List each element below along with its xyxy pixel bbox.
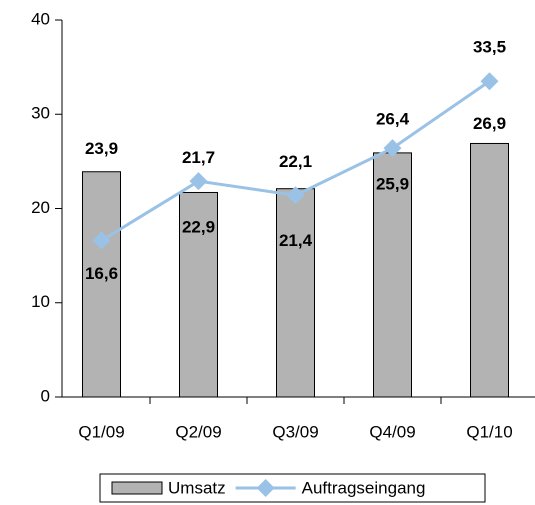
- data-label: 22,1: [279, 152, 312, 171]
- x-tick-label: Q1/09: [78, 422, 124, 441]
- x-tick-label: Q2/09: [175, 422, 221, 441]
- legend-swatch: [111, 481, 163, 495]
- legend-label: Auftragseingang: [302, 478, 426, 497]
- data-label: 33,5: [473, 38, 506, 57]
- bar: [82, 171, 121, 398]
- x-tick-label: Q3/09: [272, 422, 318, 441]
- bar: [373, 152, 412, 398]
- data-label: 26,4: [376, 110, 410, 129]
- y-tick-label: 0: [41, 386, 50, 405]
- data-label: 23,9: [85, 139, 118, 158]
- marker: [286, 186, 305, 205]
- x-tick-label: Q1/10: [466, 422, 512, 441]
- y-tick-label: 30: [31, 104, 50, 123]
- data-label: 16,6: [85, 264, 118, 283]
- data-label: 26,9: [473, 114, 506, 133]
- marker: [189, 172, 208, 191]
- y-tick-label: 10: [31, 292, 50, 311]
- marker: [92, 231, 111, 250]
- marker: [383, 139, 402, 158]
- data-label: 25,9: [376, 174, 409, 193]
- y-tick-label: 40: [31, 9, 50, 28]
- legend-marker: [256, 479, 275, 497]
- data-label: 21,7: [182, 148, 215, 167]
- legend: Umsatz Auftragseingang: [99, 473, 486, 503]
- bar: [276, 188, 315, 398]
- marker: [480, 72, 499, 91]
- bar: [179, 191, 218, 398]
- y-tick-label: 20: [31, 198, 50, 217]
- data-label: 21,4: [279, 231, 313, 250]
- x-tick-label: Q4/09: [369, 422, 415, 441]
- legend-label: Umsatz: [168, 478, 226, 497]
- data-label: 22,9: [182, 218, 215, 237]
- bar: [470, 142, 509, 398]
